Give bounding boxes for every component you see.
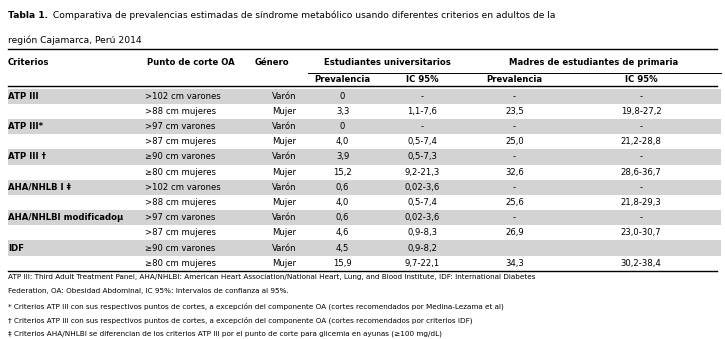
Text: >97 cm varones: >97 cm varones — [146, 213, 216, 222]
Text: Varón: Varón — [272, 153, 297, 161]
Text: Varón: Varón — [272, 243, 297, 253]
Text: -: - — [639, 153, 642, 161]
Text: ATP III: ATP III — [8, 92, 38, 101]
Bar — [8, 210, 721, 225]
Text: 0,5-7,4: 0,5-7,4 — [407, 198, 437, 207]
Text: -: - — [513, 92, 516, 101]
Text: región Cajamarca, Perú 2014: región Cajamarca, Perú 2014 — [8, 36, 141, 45]
Text: Prevalencia: Prevalencia — [315, 75, 370, 83]
Text: AHA/NHLB I ‡: AHA/NHLB I ‡ — [8, 183, 71, 192]
Text: >102 cm varones: >102 cm varones — [146, 92, 221, 101]
Text: >87 cm mujeres: >87 cm mujeres — [146, 137, 217, 146]
Text: -: - — [639, 122, 642, 131]
Text: ≥80 cm mujeres: ≥80 cm mujeres — [146, 167, 217, 177]
Text: 0: 0 — [340, 122, 345, 131]
Text: 30,2-38,4: 30,2-38,4 — [621, 259, 661, 268]
Text: >97 cm varones: >97 cm varones — [146, 122, 216, 131]
Text: Madres de estudiantes de primaria: Madres de estudiantes de primaria — [510, 58, 679, 67]
Text: 0: 0 — [340, 92, 345, 101]
Text: Mujer: Mujer — [272, 167, 296, 177]
Text: Varón: Varón — [272, 213, 297, 222]
Text: 19,8-27,2: 19,8-27,2 — [621, 107, 661, 116]
Text: 9,7-22,1: 9,7-22,1 — [405, 259, 440, 268]
Text: -: - — [639, 213, 642, 222]
Text: Prevalencia: Prevalencia — [486, 75, 542, 83]
Text: ≥90 cm varones: ≥90 cm varones — [146, 153, 216, 161]
Text: -: - — [513, 213, 516, 222]
Text: 4,0: 4,0 — [336, 198, 349, 207]
Text: >102 cm varones: >102 cm varones — [146, 183, 221, 192]
Text: Varón: Varón — [272, 183, 297, 192]
Text: Federation, OA: Obesidad Abdominal, IC 95%: Intervalos de confianza al 95%.: Federation, OA: Obesidad Abdominal, IC 9… — [8, 288, 289, 294]
Text: Género: Género — [254, 58, 289, 67]
Text: -: - — [639, 92, 642, 101]
Bar — [8, 88, 721, 104]
Text: 4,6: 4,6 — [336, 228, 349, 237]
Text: >88 cm mujeres: >88 cm mujeres — [146, 198, 217, 207]
Text: 0,5-7,4: 0,5-7,4 — [407, 137, 437, 146]
Text: 1,1-7,6: 1,1-7,6 — [407, 107, 437, 116]
Text: 3,9: 3,9 — [336, 153, 349, 161]
Text: IDF: IDF — [8, 243, 24, 253]
Text: * Criterios ATP III con sus respectivos puntos de cortes, a excepción del compon: * Criterios ATP III con sus respectivos … — [8, 302, 504, 310]
Text: -: - — [420, 122, 423, 131]
Text: ≥80 cm mujeres: ≥80 cm mujeres — [146, 259, 217, 268]
Text: Estudiantes universitarios: Estudiantes universitarios — [324, 58, 451, 67]
Bar — [8, 240, 721, 256]
Text: 0,9-8,3: 0,9-8,3 — [407, 228, 437, 237]
Text: 4,5: 4,5 — [336, 243, 349, 253]
Text: -: - — [639, 183, 642, 192]
Text: ATP III: Third Adult Treatment Panel, AHA/NHLBI: American Heart Association/Nati: ATP III: Third Adult Treatment Panel, AH… — [8, 274, 536, 280]
Text: 0,6: 0,6 — [336, 213, 349, 222]
Text: Punto de corte OA: Punto de corte OA — [146, 58, 234, 67]
Text: Comparativa de prevalencias estimadas de síndrome metabólico usando diferentes c: Comparativa de prevalencias estimadas de… — [50, 11, 555, 20]
Text: Tabla 1.: Tabla 1. — [8, 11, 48, 20]
Text: 0,6: 0,6 — [336, 183, 349, 192]
Text: 21,8-29,3: 21,8-29,3 — [621, 198, 661, 207]
Text: IC 95%: IC 95% — [625, 75, 658, 83]
Text: 25,6: 25,6 — [505, 198, 524, 207]
Text: Mujer: Mujer — [272, 228, 296, 237]
Text: 4,0: 4,0 — [336, 137, 349, 146]
Bar — [8, 149, 721, 164]
Text: 21,2-28,8: 21,2-28,8 — [621, 137, 661, 146]
Text: 34,3: 34,3 — [505, 259, 524, 268]
Text: 23,5: 23,5 — [505, 107, 524, 116]
Text: † Criterios ATP III con sus respectivos puntos de cortes, a excepción del compon: † Criterios ATP III con sus respectivos … — [8, 316, 473, 324]
Text: 32,6: 32,6 — [505, 167, 524, 177]
Text: 25,0: 25,0 — [505, 137, 524, 146]
Text: 0,9-8,2: 0,9-8,2 — [407, 243, 437, 253]
Text: ≥90 cm varones: ≥90 cm varones — [146, 243, 216, 253]
Text: IC 95%: IC 95% — [406, 75, 439, 83]
Text: -: - — [420, 92, 423, 101]
Text: -: - — [513, 153, 516, 161]
Text: Criterios: Criterios — [8, 58, 49, 67]
Text: 0,5-7,3: 0,5-7,3 — [407, 153, 437, 161]
Bar — [8, 119, 721, 134]
Text: Varón: Varón — [272, 92, 297, 101]
Text: Varón: Varón — [272, 122, 297, 131]
Text: Mujer: Mujer — [272, 259, 296, 268]
Text: 23,0-30,7: 23,0-30,7 — [621, 228, 661, 237]
Text: 9,2-21,3: 9,2-21,3 — [405, 167, 440, 177]
Text: 15,2: 15,2 — [334, 167, 352, 177]
Text: -: - — [513, 183, 516, 192]
Text: 0,02-3,6: 0,02-3,6 — [405, 183, 440, 192]
Text: 26,9: 26,9 — [505, 228, 524, 237]
Text: 15,9: 15,9 — [334, 259, 352, 268]
Text: Mujer: Mujer — [272, 198, 296, 207]
Text: 0,02-3,6: 0,02-3,6 — [405, 213, 440, 222]
Text: Mujer: Mujer — [272, 137, 296, 146]
Text: AHA/NHLBI modificadoµ: AHA/NHLBI modificadoµ — [8, 213, 123, 222]
Text: 3,3: 3,3 — [336, 107, 349, 116]
Bar — [8, 180, 721, 195]
Text: >88 cm mujeres: >88 cm mujeres — [146, 107, 217, 116]
Text: ‡ Criterios AHA/NHLBI se diferencian de los criterios ATP III por el punto de co: ‡ Criterios AHA/NHLBI se diferencian de … — [8, 331, 442, 337]
Text: ATP III*: ATP III* — [8, 122, 43, 131]
Text: >87 cm mujeres: >87 cm mujeres — [146, 228, 217, 237]
Text: 28,6-36,7: 28,6-36,7 — [621, 167, 661, 177]
Text: Mujer: Mujer — [272, 107, 296, 116]
Text: ATP III †: ATP III † — [8, 153, 46, 161]
Text: -: - — [513, 122, 516, 131]
